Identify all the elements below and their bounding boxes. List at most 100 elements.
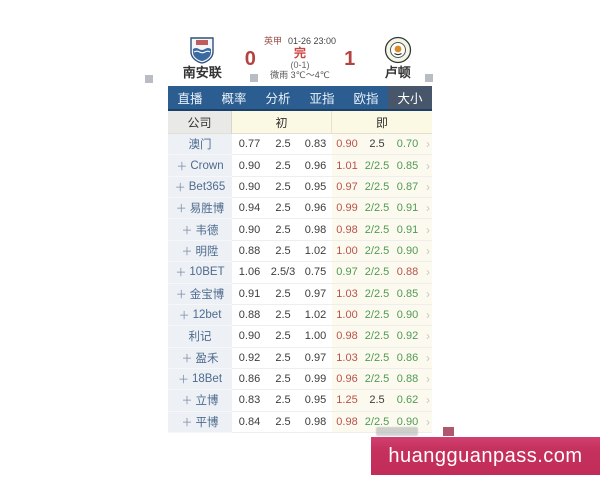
initial-odds-value: 1.02 [299, 240, 332, 263]
tab-live[interactable]: 直播 [177, 92, 203, 106]
expand-icon[interactable]: ＋ [181, 245, 193, 258]
expand-icon[interactable]: ＋ [176, 160, 188, 173]
initial-odds-value: 2.5 [267, 176, 299, 199]
current-odds-value: 0.85 [392, 155, 423, 177]
expand-icon[interactable]: ＋ [175, 203, 187, 216]
initial-odds-value: 0.95 [299, 390, 332, 412]
company-cell[interactable]: ＋韦德 [168, 219, 232, 241]
tab-asian-handicap[interactable]: 亚指 [309, 92, 335, 106]
tab-bar: 直播 概率 分析 亚指 欧指 大小 [168, 86, 432, 111]
current-odds-value: 2/2.5 [362, 219, 392, 241]
chevron-right-icon[interactable]: › [423, 411, 432, 434]
initial-odds-value: 2.5 [267, 134, 299, 156]
chevron-right-icon[interactable]: › [423, 368, 432, 391]
odds-row[interactable]: ＋金宝博 0.91 2.5 0.97 1.03 2/2.5 0.85 › [168, 283, 432, 305]
chevron-right-icon[interactable]: › [423, 240, 432, 263]
chevron-right-icon[interactable]: › [423, 390, 432, 412]
current-odds-value: 0.90 [392, 411, 423, 434]
initial-odds-value: 0.86 [232, 368, 267, 391]
tab-analysis[interactable]: 分析 [265, 92, 291, 106]
company-cell[interactable]: ＋ Crown [168, 155, 232, 177]
company-cell[interactable]: ＋ 18Bet [168, 368, 232, 391]
odds-row[interactable]: ＋盈禾 0.92 2.5 0.97 1.03 2/2.5 0.86 › [168, 347, 432, 369]
odds-row[interactable]: ＋ 12bet 0.88 2.5 1.02 1.00 2/2.5 0.90 › [168, 304, 432, 327]
company-cell[interactable]: ＋金宝博 [168, 283, 232, 305]
chevron-right-icon[interactable]: › [423, 326, 432, 348]
odds-row[interactable]: ＋立博 0.83 2.5 0.95 1.25 2.5 0.62 › [168, 390, 432, 412]
initial-odds-value: 0.92 [232, 347, 267, 369]
expand-icon[interactable]: ＋ [178, 310, 190, 323]
odds-row[interactable]: ＋ 10BET 1.06 2.5/3 0.75 0.97 2/2.5 0.88 › [168, 262, 432, 284]
odds-row[interactable]: ＋ Crown 0.90 2.5 0.96 1.01 2/2.5 0.85 › [168, 155, 432, 177]
watermark-text: huangguanpass.com [388, 444, 583, 467]
chevron-right-icon[interactable]: › [423, 198, 432, 220]
tab-european-odds[interactable]: 欧指 [353, 92, 379, 106]
initial-odds-value: 0.75 [299, 262, 332, 284]
initial-odds-value: 1.02 [299, 304, 332, 327]
weather-info: 微雨 3℃～4℃ [270, 69, 330, 80]
watermark-square [250, 74, 258, 82]
company-cell[interactable]: ＋盈禾 [168, 347, 232, 369]
tab-probability[interactable]: 概率 [221, 92, 247, 106]
odds-row[interactable]: 澳门 0.77 2.5 0.83 0.90 2.5 0.70 › [168, 134, 432, 156]
company-cell[interactable]: ＋平博 [168, 411, 232, 434]
watermark-square [145, 75, 153, 83]
odds-row[interactable]: ＋韦德 0.90 2.5 0.98 0.98 2/2.5 0.91 › [168, 219, 432, 241]
expand-icon[interactable]: ＋ [177, 374, 189, 387]
odds-row[interactable]: ＋ 18Bet 0.86 2.5 0.99 0.96 2/2.5 0.88 › [168, 368, 432, 391]
expand-icon[interactable]: ＋ [181, 352, 193, 365]
initial-odds-value: 0.84 [232, 411, 267, 434]
initial-odds-value: 0.83 [232, 390, 267, 412]
company-cell[interactable]: ＋ 12bet [168, 304, 232, 327]
initial-odds-value: 0.88 [232, 240, 267, 263]
expand-icon[interactable]: ＋ [181, 224, 193, 237]
current-odds-value: 0.88 [392, 368, 423, 391]
odds-row[interactable]: 利记 0.90 2.5 1.00 0.98 2/2.5 0.92 › [168, 326, 432, 348]
initial-odds-value: 0.90 [232, 326, 267, 348]
odds-row[interactable]: ＋ Bet365 0.90 2.5 0.95 0.97 2/2.5 0.87 › [168, 176, 432, 199]
odds-row[interactable]: ＋易胜博 0.94 2.5 0.96 0.99 2/2.5 0.91 › [168, 198, 432, 220]
expand-icon[interactable]: ＋ [181, 416, 193, 429]
current-odds-value: 2/2.5 [362, 240, 392, 263]
company-cell[interactable]: ＋明陞 [168, 240, 232, 263]
current-odds-value: 0.97 [332, 176, 362, 199]
company-cell[interactable]: ＋ Bet365 [168, 176, 232, 199]
current-odds-value: 0.87 [392, 176, 423, 199]
chevron-right-icon[interactable]: › [423, 155, 432, 177]
current-odds-value: 2.5 [362, 390, 392, 412]
chevron-right-icon[interactable]: › [423, 262, 432, 284]
current-odds-value: 0.98 [332, 326, 362, 348]
odds-row[interactable]: ＋平博 0.84 2.5 0.98 0.98 2/2.5 0.90 › [168, 411, 432, 434]
column-header-current: 即 [332, 111, 432, 134]
company-cell[interactable]: ＋ 10BET [168, 262, 232, 284]
current-odds-value: 0.70 [392, 134, 423, 156]
company-name: Crown [190, 159, 224, 172]
tab-over-under[interactable]: 大小 [388, 86, 432, 109]
initial-odds-value: 0.96 [299, 155, 332, 177]
initial-odds-value: 0.99 [299, 368, 332, 391]
company-cell[interactable]: 利记 [168, 326, 232, 348]
company-cell[interactable]: 澳门 [168, 134, 232, 156]
company-cell[interactable]: ＋立博 [168, 390, 232, 412]
chevron-right-icon[interactable]: › [423, 134, 432, 156]
chevron-right-icon[interactable]: › [423, 176, 432, 199]
expand-icon[interactable]: ＋ [175, 267, 187, 280]
initial-odds-value: 2.5 [267, 368, 299, 391]
current-odds-value: 2/2.5 [362, 155, 392, 177]
current-odds-value: 0.98 [332, 411, 362, 434]
company-cell[interactable]: ＋易胜博 [168, 198, 232, 220]
expand-icon[interactable]: ＋ [181, 395, 193, 408]
company-name: 利记 [188, 331, 212, 344]
chevron-right-icon[interactable]: › [423, 347, 432, 369]
initial-odds-value: 2.5 [267, 304, 299, 327]
initial-odds-value: 0.91 [232, 283, 267, 305]
chevron-right-icon[interactable]: › [423, 219, 432, 241]
expand-icon[interactable]: ＋ [175, 288, 187, 301]
expand-icon[interactable]: ＋ [174, 181, 186, 194]
initial-odds-value: 0.97 [299, 283, 332, 305]
current-odds-value: 0.90 [392, 304, 423, 327]
initial-odds-value: 2.5 [267, 155, 299, 177]
odds-row[interactable]: ＋明陞 0.88 2.5 1.02 1.00 2/2.5 0.90 › [168, 240, 432, 263]
chevron-right-icon[interactable]: › [423, 283, 432, 305]
chevron-right-icon[interactable]: › [423, 304, 432, 327]
